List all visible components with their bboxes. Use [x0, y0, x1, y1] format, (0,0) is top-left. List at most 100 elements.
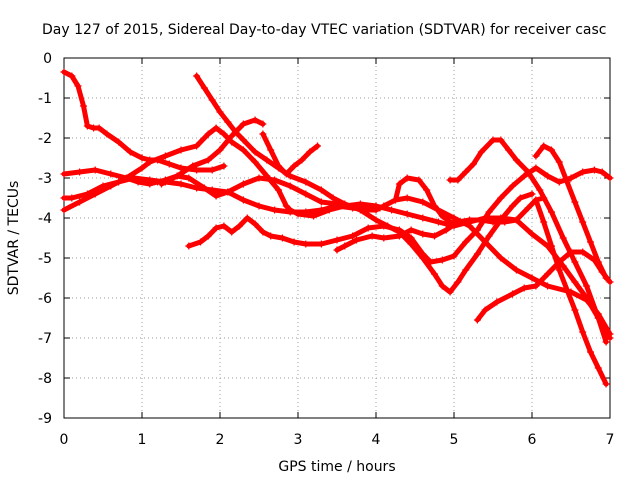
x-tick-label: 0 — [60, 432, 69, 448]
data-point-plus — [462, 238, 470, 246]
data-point-plus — [185, 242, 193, 250]
data-point-plus — [372, 216, 380, 224]
y-tick-label: -5 — [38, 251, 52, 267]
data-point-plus — [395, 180, 403, 188]
data-point-plus — [415, 176, 423, 184]
data-point-plus — [228, 132, 236, 140]
data-point-plus — [516, 194, 524, 202]
data-point-plus — [302, 190, 310, 198]
series-arc-m — [532, 196, 610, 388]
data-point-plus — [134, 178, 142, 186]
data-point-plus — [193, 142, 201, 150]
x-tick-label: 3 — [294, 432, 303, 448]
data-point-plus — [544, 282, 552, 290]
data-point-plus — [83, 122, 91, 130]
series-arc-n — [532, 142, 610, 282]
series-track — [533, 197, 609, 387]
y-tick-label: -7 — [38, 331, 52, 347]
data-point-plus — [282, 170, 290, 178]
data-point-plus — [310, 212, 318, 220]
data-point-plus — [267, 146, 275, 154]
data-point-plus — [200, 184, 208, 192]
y-tick-label: 0 — [43, 51, 52, 67]
data-point-plus — [606, 278, 614, 286]
data-point-plus — [548, 242, 555, 250]
data-point-plus — [80, 102, 87, 110]
data-point-plus — [392, 196, 399, 204]
data-point-plus — [567, 248, 575, 256]
data-point-plus — [540, 142, 548, 150]
data-point-plus — [403, 194, 411, 202]
data-point-plus — [236, 222, 243, 230]
data-point-plus — [239, 196, 247, 204]
data-point-plus — [497, 194, 505, 202]
data-point-plus — [555, 158, 563, 166]
data-point-plus — [60, 206, 68, 214]
data-point-plus — [590, 166, 598, 174]
data-point-plus — [493, 298, 501, 306]
data-point-plus — [462, 266, 470, 274]
data-point-plus — [302, 208, 310, 216]
data-point-plus — [99, 182, 107, 190]
data-point-plus — [204, 232, 212, 240]
data-point-plus — [501, 218, 509, 226]
data-point-plus — [431, 202, 438, 210]
data-point-plus — [403, 174, 411, 182]
data-point-plus — [115, 138, 123, 146]
data-point-plus — [364, 204, 372, 212]
data-point-plus — [544, 172, 552, 180]
series-arc-b — [60, 124, 614, 342]
data-point-plus — [251, 220, 259, 228]
data-point-plus — [571, 198, 579, 206]
chart-title: Day 127 of 2015, Sidereal Day-to-day VTE… — [42, 22, 606, 38]
data-point-plus — [583, 296, 591, 304]
data-point-plus — [317, 198, 325, 206]
data-point-plus — [567, 174, 575, 182]
data-point-plus — [251, 148, 259, 156]
data-point-plus — [489, 218, 497, 226]
data-point-plus — [208, 166, 216, 174]
data-point-plus — [540, 218, 548, 226]
data-point-plus — [204, 156, 212, 164]
data-point-plus — [524, 204, 532, 212]
data-point-plus — [306, 148, 314, 156]
data-point-plus — [329, 194, 337, 202]
data-point-plus — [302, 178, 310, 186]
data-point-plus — [239, 120, 247, 128]
data-point-plus — [290, 162, 298, 170]
data-point-plus — [271, 176, 279, 184]
data-point-plus — [76, 198, 84, 206]
series-track — [533, 143, 609, 281]
series-track — [61, 69, 227, 173]
data-point-plus — [200, 84, 208, 92]
series-arc-d — [60, 166, 384, 212]
data-point-plus — [220, 162, 228, 170]
data-point-plus — [60, 194, 68, 202]
data-point-plus — [177, 180, 185, 188]
data-point-plus — [83, 190, 91, 198]
data-point-plus — [212, 224, 220, 232]
data-point-plus — [341, 242, 349, 250]
series-track — [260, 131, 320, 177]
data-point-plus — [438, 256, 446, 264]
data-point-plus — [165, 160, 173, 168]
data-point-plus — [60, 68, 68, 76]
data-point-plus — [528, 274, 536, 282]
data-point-plus — [466, 222, 474, 230]
data-point-plus — [473, 316, 481, 324]
data-point-plus — [193, 166, 201, 174]
data-point-plus — [224, 188, 232, 196]
x-tick-label: 6 — [528, 432, 537, 448]
y-tick-label: -6 — [38, 291, 52, 307]
data-point-plus — [594, 314, 602, 322]
data-point-plus — [454, 220, 462, 228]
x-tick-label: 4 — [372, 432, 381, 448]
data-point-plus — [509, 202, 516, 210]
data-point-plus — [532, 282, 540, 290]
data-point-plus — [380, 234, 388, 242]
data-point-plus — [138, 154, 146, 162]
data-point-plus — [364, 224, 372, 232]
data-point-plus — [536, 186, 544, 194]
data-point-plus — [314, 142, 321, 150]
data-point-plus — [505, 146, 513, 154]
